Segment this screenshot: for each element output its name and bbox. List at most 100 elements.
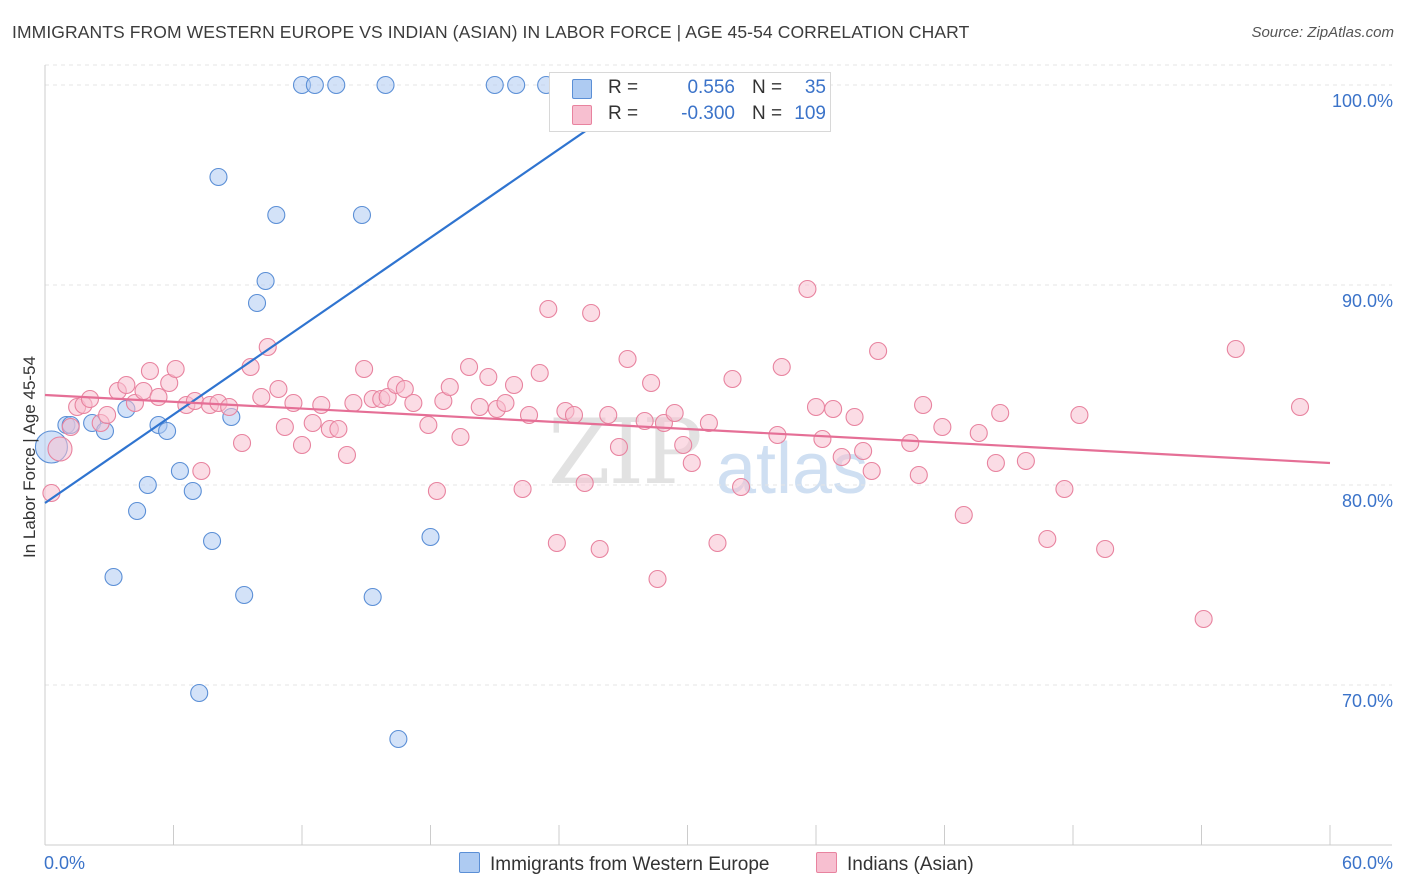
western-europe-point[interactable] (158, 421, 177, 441)
bottom-legend-indians-asian[interactable]: Indians (Asian) (816, 852, 974, 876)
indians-asian-point[interactable] (258, 337, 277, 357)
indians-asian-point[interactable] (496, 393, 515, 413)
indians-asian-point[interactable] (854, 441, 873, 461)
indians-asian-point[interactable] (1290, 397, 1310, 417)
indians-asian-point[interactable] (845, 407, 864, 427)
indians-asian-point[interactable] (824, 399, 843, 419)
western-europe-point[interactable] (203, 531, 222, 551)
western-europe-point[interactable] (363, 587, 382, 607)
indians-asian-point[interactable] (166, 359, 185, 379)
indians-asian-point[interactable] (635, 411, 654, 431)
indians-asian-point[interactable] (731, 477, 751, 497)
indians-asian-point[interactable] (419, 415, 438, 435)
indians-asian-point[interactable] (504, 375, 524, 395)
indians-asian-point[interactable] (117, 375, 136, 395)
indians-asian-point[interactable] (1226, 339, 1245, 359)
indians-asian-point[interactable] (582, 303, 601, 323)
indians-asian-point[interactable] (618, 349, 637, 369)
indians-asian-point[interactable] (80, 389, 100, 409)
indians-asian-point[interactable] (642, 373, 661, 393)
western-europe-point[interactable] (327, 75, 346, 95)
indians-asian-point[interactable] (329, 419, 348, 439)
indians-asian-point[interactable] (519, 405, 539, 425)
western-europe-point[interactable] (256, 271, 275, 291)
indians-asian-point[interactable] (869, 341, 888, 361)
western-europe-point[interactable] (170, 461, 189, 481)
indians-asian-point[interactable] (665, 403, 684, 423)
indians-asian-point[interactable] (674, 435, 693, 455)
indians-asian-point[interactable] (1038, 529, 1057, 549)
indians-asian-point[interactable] (530, 363, 549, 383)
indians-asian-point[interactable] (1055, 479, 1074, 499)
indians-asian-point[interactable] (798, 279, 817, 299)
indians-asian-point[interactable] (140, 361, 159, 381)
indians-asian-point[interactable] (479, 367, 498, 387)
indians-asian-point[interactable] (275, 417, 294, 437)
indians-asian-point[interactable] (395, 379, 414, 399)
western-europe-point[interactable] (190, 683, 209, 703)
indians-asian-point[interactable] (292, 435, 312, 455)
indians-asian-point[interactable] (969, 423, 988, 443)
indians-asian-point[interactable] (772, 357, 791, 377)
indians-asian-point[interactable] (723, 369, 742, 389)
indians-asian-point[interactable] (648, 569, 667, 589)
western-europe-point[interactable] (128, 501, 147, 521)
western-europe-point[interactable] (267, 205, 286, 225)
indians-asian-point[interactable] (699, 413, 718, 433)
indians-asian-point[interactable] (832, 447, 851, 467)
western-europe-point[interactable] (247, 293, 267, 313)
indians-asian-point[interactable] (708, 533, 727, 553)
western-europe-point[interactable] (421, 527, 440, 547)
western-europe-point[interactable] (235, 585, 254, 605)
western-europe-point[interactable] (305, 75, 324, 95)
western-europe-point[interactable] (183, 481, 202, 501)
indians-asian-point[interactable] (440, 377, 459, 397)
indians-asian-point[interactable] (192, 461, 211, 481)
western-europe-point[interactable] (485, 75, 504, 95)
indians-asian-point[interactable] (427, 481, 446, 501)
western-europe-point[interactable] (507, 75, 526, 95)
indians-asian-point[interactable] (252, 387, 271, 407)
indians-asian-point[interactable] (991, 403, 1010, 423)
indians-asian-point[interactable] (539, 299, 558, 319)
indians-asian-point[interactable] (933, 417, 952, 437)
indians-asian-point[interactable] (813, 429, 832, 449)
indians-asian-point[interactable] (914, 395, 933, 415)
indians-asian-point[interactable] (682, 453, 701, 473)
indians-asian-point[interactable] (61, 417, 80, 437)
indians-asian-point[interactable] (547, 533, 566, 553)
indians-asian-point[interactable] (1194, 609, 1213, 629)
indians-asian-point[interactable] (806, 397, 826, 417)
bottom-legend-western-europe[interactable]: Immigrants from Western Europe (459, 852, 769, 876)
western-europe-point[interactable] (376, 75, 395, 95)
indians-asian-point[interactable] (303, 413, 322, 433)
indians-asian-point[interactable] (1096, 539, 1115, 559)
indians-asian-point[interactable] (220, 397, 239, 417)
indians-asian-point[interactable] (564, 405, 584, 425)
indians-asian-point[interactable] (344, 393, 363, 413)
western-europe-point[interactable] (389, 729, 408, 749)
indians-asian-point[interactable] (609, 437, 629, 457)
indians-asian-point[interactable] (1016, 451, 1035, 471)
indians-asian-point[interactable] (404, 393, 423, 413)
indians-asian-point[interactable] (47, 436, 73, 462)
indians-asian-point[interactable] (599, 405, 618, 425)
indians-asian-point[interactable] (954, 505, 973, 525)
indians-asian-point[interactable] (98, 405, 117, 425)
indians-asian-point[interactable] (513, 479, 532, 499)
indians-asian-point[interactable] (909, 465, 928, 485)
western-europe-point[interactable] (104, 567, 123, 587)
indians-asian-point[interactable] (451, 427, 470, 447)
indians-asian-point[interactable] (459, 357, 479, 377)
indians-asian-point[interactable] (590, 539, 609, 559)
indians-asian-point[interactable] (470, 397, 489, 417)
indians-asian-point[interactable] (986, 453, 1005, 473)
indians-asian-point[interactable] (337, 445, 357, 465)
western-europe-point[interactable] (352, 205, 372, 225)
indians-asian-point[interactable] (355, 359, 374, 379)
western-europe-point[interactable] (209, 167, 228, 187)
indians-asian-point[interactable] (1070, 405, 1089, 425)
indians-asian-point[interactable] (575, 473, 594, 493)
western-europe-point[interactable] (138, 475, 157, 495)
indians-asian-point[interactable] (269, 379, 288, 399)
